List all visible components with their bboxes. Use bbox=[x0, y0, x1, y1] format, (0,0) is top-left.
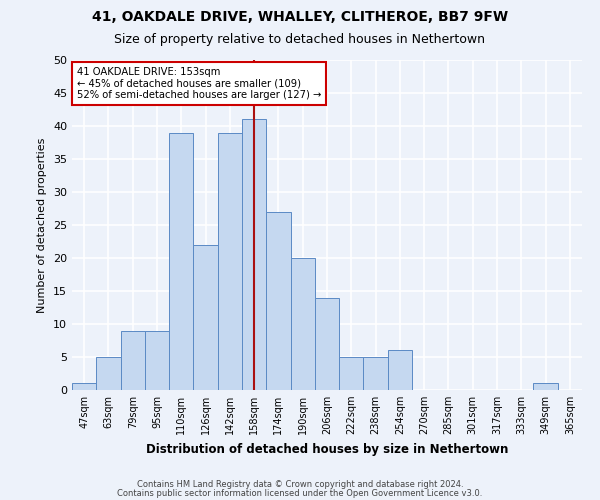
Bar bbox=[121, 330, 145, 390]
X-axis label: Distribution of detached houses by size in Nethertown: Distribution of detached houses by size … bbox=[146, 442, 508, 456]
Text: 41 OAKDALE DRIVE: 153sqm
← 45% of detached houses are smaller (109)
52% of semi-: 41 OAKDALE DRIVE: 153sqm ← 45% of detach… bbox=[77, 66, 322, 100]
Text: 41, OAKDALE DRIVE, WHALLEY, CLITHEROE, BB7 9FW: 41, OAKDALE DRIVE, WHALLEY, CLITHEROE, B… bbox=[92, 10, 508, 24]
Bar bbox=[218, 132, 242, 390]
Text: Contains public sector information licensed under the Open Government Licence v3: Contains public sector information licen… bbox=[118, 489, 482, 498]
Bar bbox=[193, 245, 218, 390]
Y-axis label: Number of detached properties: Number of detached properties bbox=[37, 138, 47, 312]
Bar bbox=[388, 350, 412, 390]
Bar bbox=[242, 120, 266, 390]
Bar bbox=[96, 357, 121, 390]
Bar bbox=[339, 357, 364, 390]
Text: Contains HM Land Registry data © Crown copyright and database right 2024.: Contains HM Land Registry data © Crown c… bbox=[137, 480, 463, 489]
Bar bbox=[533, 384, 558, 390]
Bar bbox=[290, 258, 315, 390]
Bar bbox=[72, 384, 96, 390]
Bar bbox=[145, 330, 169, 390]
Bar bbox=[266, 212, 290, 390]
Bar bbox=[315, 298, 339, 390]
Bar bbox=[169, 132, 193, 390]
Text: Size of property relative to detached houses in Nethertown: Size of property relative to detached ho… bbox=[115, 32, 485, 46]
Bar bbox=[364, 357, 388, 390]
